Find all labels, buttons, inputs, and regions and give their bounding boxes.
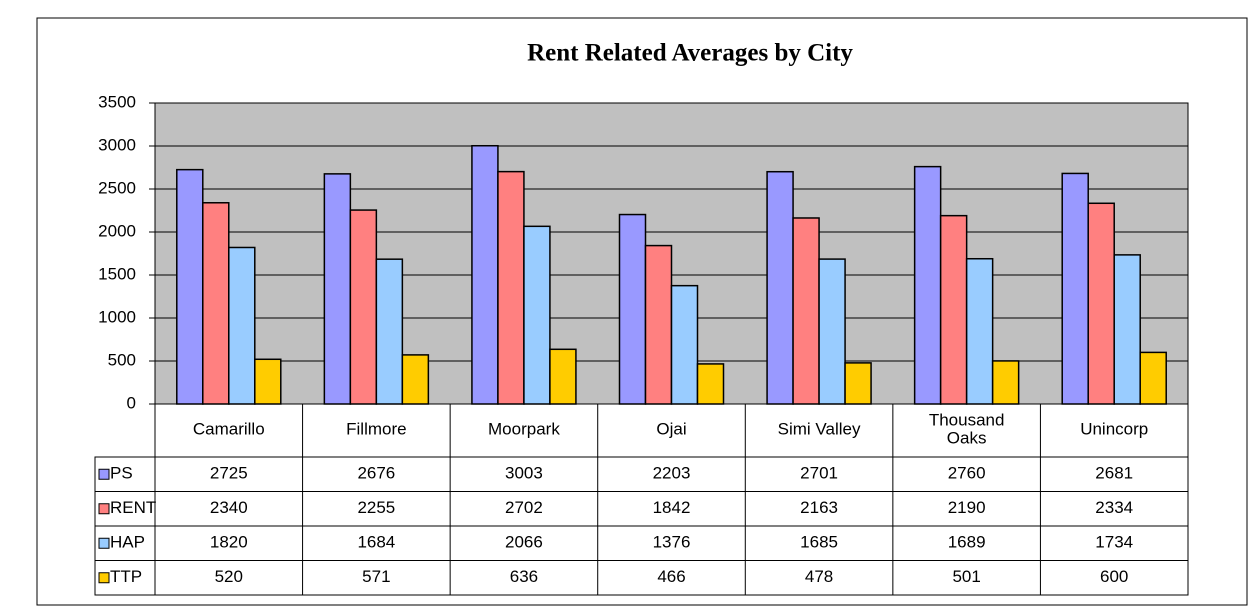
table-value: 1689 (948, 533, 986, 552)
y-tick-label: 0 (127, 393, 136, 412)
bar (323, 173, 352, 405)
bar (670, 284, 699, 405)
x-tick-label: Moorpark (488, 420, 560, 439)
legend-label: HAP (110, 533, 145, 552)
table-value: 2340 (210, 498, 248, 517)
bar (1087, 202, 1115, 405)
table-value: 2203 (653, 464, 691, 483)
bar (766, 170, 794, 405)
bar (1113, 254, 1141, 405)
bar (939, 214, 968, 405)
bar (471, 144, 499, 405)
legend-key (98, 503, 110, 515)
bar (401, 354, 430, 405)
table-value: 2681 (1095, 464, 1133, 483)
table-value: 1685 (800, 533, 838, 552)
bar (497, 170, 525, 405)
y-tick-label: 1000 (98, 307, 136, 326)
bar (965, 257, 994, 405)
x-tick-label: Camarillo (193, 420, 265, 439)
bar (349, 209, 378, 405)
table-value: 2163 (800, 498, 838, 517)
table-value: 3003 (505, 464, 543, 483)
chart-title: Rent Related Averages by City (527, 40, 853, 67)
bar (818, 258, 846, 405)
y-tick-label: 500 (108, 350, 136, 369)
table-value: 520 (215, 567, 243, 586)
table-value: 2255 (357, 498, 395, 517)
x-tick-label: Ojai (656, 420, 686, 439)
table-value: 2702 (505, 498, 543, 517)
bar (375, 258, 404, 405)
table-value: 1734 (1095, 533, 1133, 552)
table-value: 2190 (948, 498, 986, 517)
table-value: 501 (952, 567, 980, 586)
table-value: 1820 (210, 533, 248, 552)
bar (228, 246, 256, 405)
table-value: 466 (657, 567, 685, 586)
bar (549, 348, 577, 405)
y-tick-label: 2500 (98, 178, 136, 197)
table-value: 636 (510, 567, 538, 586)
bar (176, 168, 204, 405)
table-value: 1842 (653, 498, 691, 517)
legend-key (98, 537, 110, 549)
bar (991, 360, 1020, 405)
table-value: 2066 (505, 533, 543, 552)
x-tick-label: Fillmore (346, 420, 406, 439)
table-value: 1684 (357, 533, 395, 552)
bar (644, 244, 673, 405)
y-tick-label: 2000 (98, 221, 136, 240)
bar (844, 362, 872, 405)
bar (1061, 172, 1089, 405)
bar (696, 363, 725, 405)
bar (1139, 351, 1167, 405)
x-tick-label: Unincorp (1080, 420, 1148, 439)
legend-label: TTP (110, 567, 142, 586)
table-value: 600 (1100, 567, 1128, 586)
table-value: 2701 (800, 464, 838, 483)
table-value: 2725 (210, 464, 248, 483)
table-value: 2760 (948, 464, 986, 483)
bar (202, 202, 230, 405)
bar (913, 165, 942, 405)
table-value: 2334 (1095, 498, 1133, 517)
x-tick-label: Simi Valley (778, 420, 861, 439)
bar (254, 358, 282, 405)
y-tick-label: 1500 (98, 264, 136, 283)
table-value: 1376 (653, 533, 691, 552)
y-tick-label: 3000 (98, 135, 136, 154)
legend-key (98, 572, 110, 584)
table-value: 2676 (357, 464, 395, 483)
x-tick-label: Thousand Oaks (929, 411, 1005, 448)
legend-key (98, 468, 110, 480)
y-tick-label: 3500 (98, 92, 136, 111)
bar (523, 225, 551, 405)
legend-label: RENT (110, 498, 156, 517)
bar (792, 217, 820, 405)
bar (618, 213, 647, 405)
table-value: 478 (805, 567, 833, 586)
table-value: 571 (362, 567, 390, 586)
legend-label: PS (110, 464, 133, 483)
